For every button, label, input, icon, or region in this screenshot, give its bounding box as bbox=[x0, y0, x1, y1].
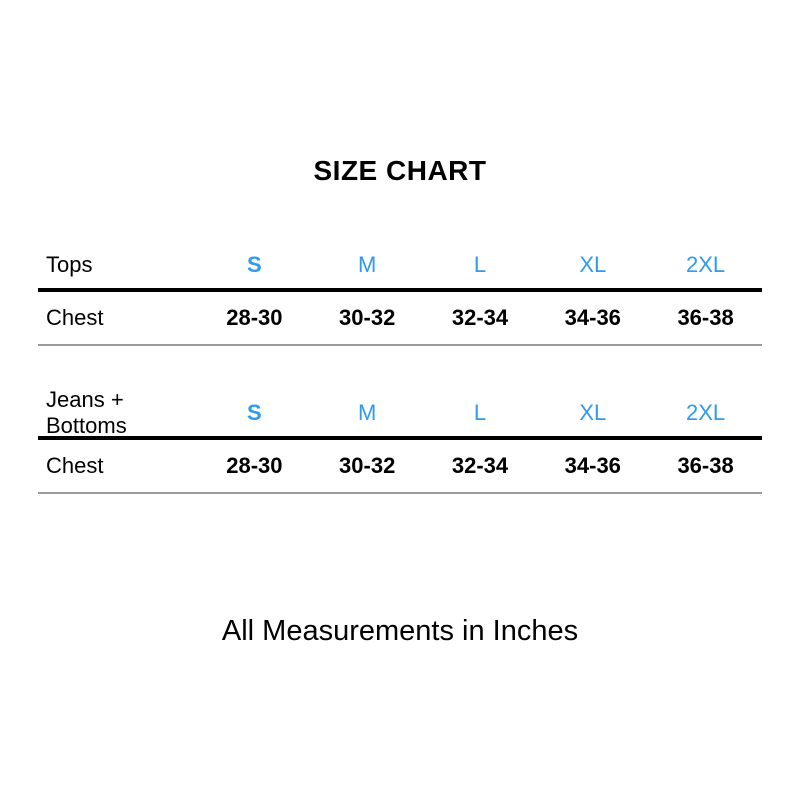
size-header-m: M bbox=[358, 251, 377, 277]
chest-value-s: 28-30 bbox=[226, 453, 283, 478]
table-header-row: Jeans + Bottoms S M L XL 2XL bbox=[38, 386, 762, 440]
chest-value-l: 32-34 bbox=[451, 453, 509, 478]
size-header-2xl: 2XL bbox=[686, 399, 726, 425]
category-label-jeans-bottoms: Jeans + Bottoms bbox=[46, 386, 127, 438]
page-title: SIZE CHART bbox=[313, 155, 487, 186]
chest-value-l: 32-34 bbox=[451, 305, 509, 330]
size-table-tops: Tops S M L XL 2XL Chest 28-30 30-32 32-3… bbox=[38, 241, 762, 346]
size-header-s: S bbox=[247, 399, 262, 425]
chest-value-s: 28-30 bbox=[226, 305, 283, 330]
chest-value-2xl: 36-38 bbox=[677, 453, 734, 478]
table-header-row: Tops S M L XL 2XL bbox=[38, 241, 762, 292]
chest-value-m: 30-32 bbox=[339, 305, 396, 330]
category-label-tops: Tops bbox=[46, 251, 93, 277]
chest-value-m: 30-32 bbox=[339, 453, 396, 478]
size-header-m: M bbox=[358, 399, 377, 425]
size-table-jeans-bottoms: Jeans + Bottoms S M L XL 2XL Chest 28-30… bbox=[38, 386, 762, 494]
size-header-l: L bbox=[473, 251, 487, 277]
size-header-l: L bbox=[473, 399, 487, 425]
size-header-2xl: 2XL bbox=[686, 251, 726, 277]
row-label-chest: Chest bbox=[46, 453, 104, 478]
table-row-chest: Chest 28-30 30-32 32-34 34-36 36-38 bbox=[38, 440, 762, 494]
row-label-chest: Chest bbox=[46, 305, 104, 330]
chest-value-xl: 34-36 bbox=[564, 453, 621, 478]
size-header-xl: XL bbox=[579, 399, 607, 425]
chest-value-2xl: 36-38 bbox=[677, 305, 734, 330]
table-row-chest: Chest 28-30 30-32 32-34 34-36 36-38 bbox=[38, 292, 762, 346]
measurements-note: All Measurements in Inches bbox=[221, 615, 579, 647]
chest-value-xl: 34-36 bbox=[564, 305, 621, 330]
size-header-s: S bbox=[247, 251, 262, 277]
size-header-xl: XL bbox=[579, 251, 607, 277]
